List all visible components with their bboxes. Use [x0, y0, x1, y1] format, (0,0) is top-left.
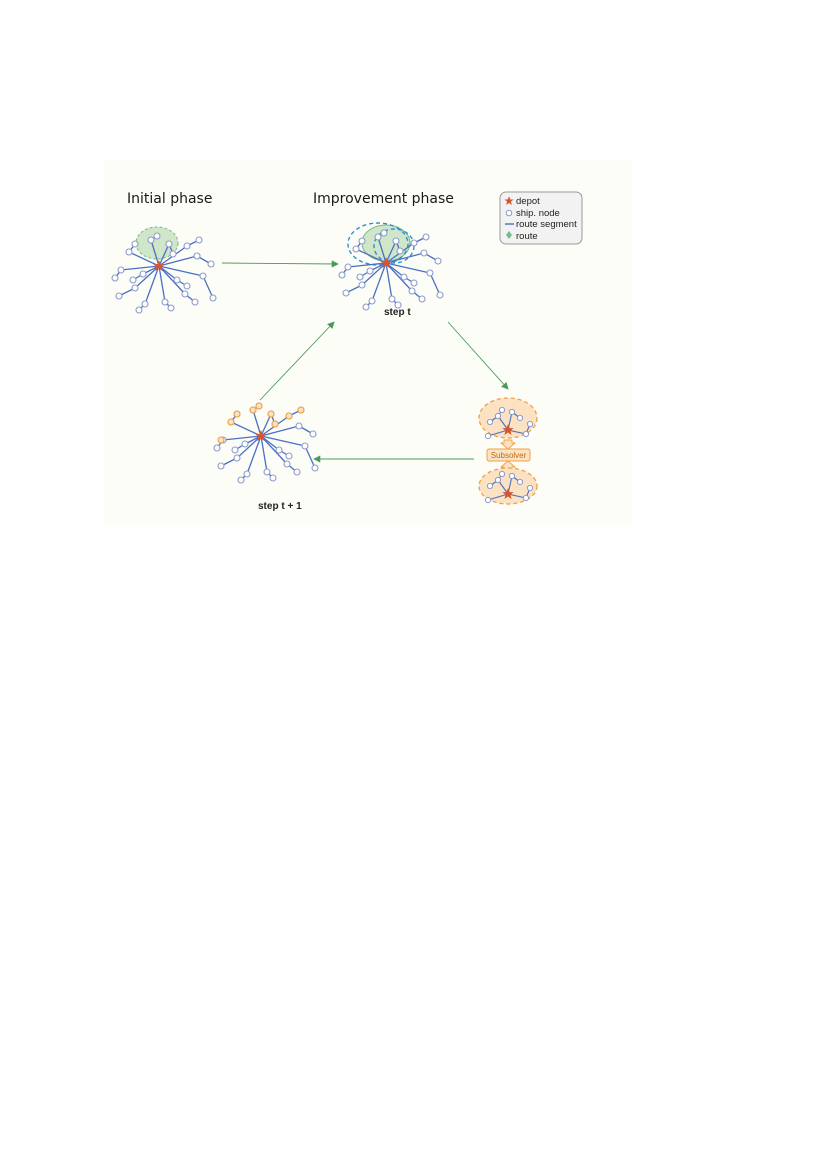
arrow-initial-to-improvement — [221, 260, 339, 268]
step-t1-label: step t + 1 — [258, 501, 302, 512]
initial-network — [111, 226, 217, 314]
legend-node-label: ship. node — [516, 208, 560, 219]
subsolver-label: Subsolver — [491, 451, 527, 460]
arrow-step-t1-to-step-t — [259, 321, 335, 401]
diagram-figure: Initial phase Improvement phase depot sh… — [104, 160, 632, 527]
step-t1-network — [213, 402, 319, 484]
initial-phase-title: Initial phase — [127, 191, 212, 207]
legend-depot-label: depot — [516, 196, 540, 207]
subsolver-group: Subsolver — [478, 397, 538, 505]
arrow-step-t-to-subsolver — [447, 321, 509, 390]
legend-segment-label: route segment — [516, 219, 577, 230]
node-legend-icon — [505, 209, 513, 217]
diagram-canvas: Initial phase Improvement phase depot sh… — [111, 191, 583, 512]
route-legend-icon — [506, 231, 512, 239]
improvement-network — [338, 222, 444, 311]
up-arrow-icon — [499, 439, 517, 450]
improvement-phase-title: Improvement phase — [313, 191, 454, 207]
step-t-label: step t — [384, 307, 411, 318]
legend: depot ship. node route segment route — [499, 191, 583, 245]
legend-route-label: route — [516, 231, 538, 242]
